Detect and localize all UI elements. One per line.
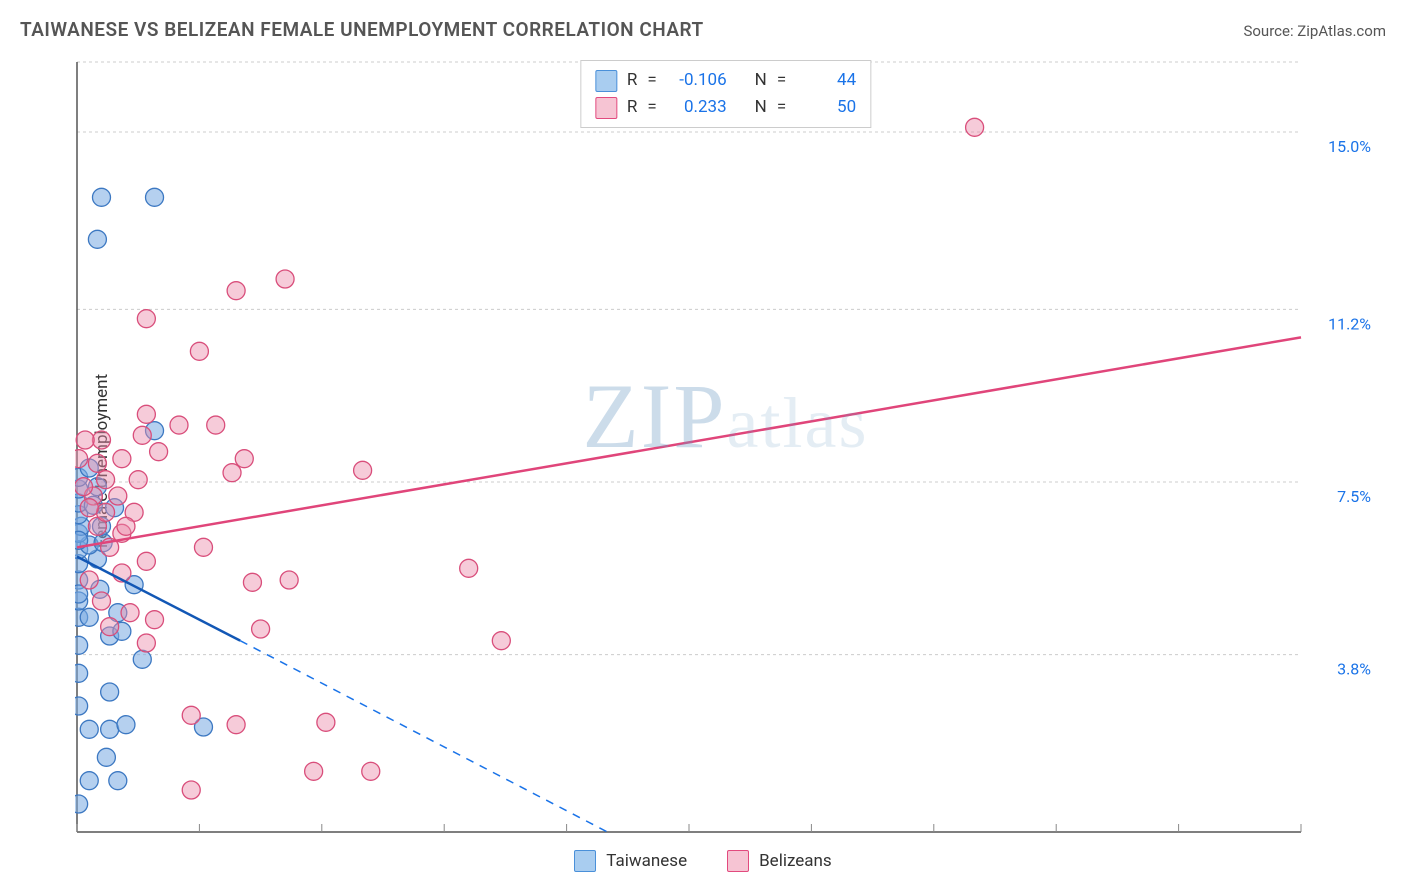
scatter-point-taiwanese [80,720,98,738]
plot-svg: 3.8%7.5%11.2%15.0%0.0%15.0% [75,60,1376,834]
scatter-point-belizeans [137,310,155,328]
r-label: R [627,94,637,121]
scatter-point-belizeans [170,416,188,434]
trend-line-dashed-taiwanese [240,641,607,832]
scatter-point-taiwanese [80,608,98,626]
scatter-point-belizeans [146,611,164,629]
y-tick-label: 7.5% [1337,487,1371,506]
scatter-point-belizeans [182,781,200,799]
scatter-point-belizeans [966,118,984,136]
scatter-point-belizeans [76,431,94,449]
scatter-point-belizeans [129,471,147,489]
r-label: R [627,67,637,94]
scatter-point-belizeans [243,573,261,591]
scatter-point-belizeans [235,450,253,468]
scatter-point-belizeans [113,450,131,468]
n-value-taiwanese: 44 [796,67,856,94]
scatter-point-belizeans [492,632,510,650]
scatter-point-belizeans [92,592,110,610]
chart-area: Female Unemployment 3.8%7.5%11.2%15.0%0.… [20,50,1386,872]
scatter-point-belizeans [305,762,323,780]
scatter-point-belizeans [280,571,298,589]
equals-icon: = [777,67,786,94]
n-value-belizeans: 50 [796,94,856,121]
scatter-point-belizeans [194,538,212,556]
swatch-taiwanese-icon [595,70,617,92]
scatter-point-belizeans [109,487,127,505]
equals-icon: = [647,67,656,94]
swatch-taiwanese-icon [574,850,596,872]
equals-icon: = [777,94,786,121]
n-label: N [755,94,767,121]
plot-area: 3.8%7.5%11.2%15.0%0.0%15.0% ZIPatlas R =… [75,60,1376,834]
scatter-point-belizeans [92,431,110,449]
scatter-point-belizeans [252,620,270,638]
scatter-point-belizeans [227,282,245,300]
scatter-point-taiwanese [92,188,110,206]
n-label: N [755,67,767,94]
trend-line-belizeans [77,337,1301,547]
scatter-point-belizeans [80,499,98,517]
scatter-point-belizeans [133,426,151,444]
scatter-point-belizeans [97,471,115,489]
scatter-point-belizeans [362,762,380,780]
scatter-point-taiwanese [75,636,88,654]
source-label: Source: ZipAtlas.com [1243,22,1386,40]
scatter-point-belizeans [207,416,225,434]
scatter-point-belizeans [75,478,93,496]
scatter-point-taiwanese [80,772,98,790]
scatter-point-belizeans [117,517,135,535]
scatter-point-belizeans [460,559,478,577]
scatter-point-belizeans [88,454,106,472]
scatter-point-taiwanese [117,716,135,734]
y-tick-label: 11.2% [1328,314,1371,333]
scatter-point-belizeans [190,342,208,360]
scatter-point-belizeans [317,713,335,731]
stats-row-belizeans: R = 0.233 N = 50 [595,94,856,121]
scatter-point-belizeans [75,450,88,468]
header: TAIWANESE VS BELIZEAN FEMALE UNEMPLOYMEN… [20,18,1386,41]
scatter-point-taiwanese [75,697,88,715]
equals-icon: = [647,94,656,121]
scatter-point-taiwanese [146,188,164,206]
y-tick-label: 3.8% [1337,660,1371,679]
scatter-point-taiwanese [101,683,119,701]
scatter-point-belizeans [150,443,168,461]
y-tick-label: 15.0% [1328,137,1371,156]
stats-row-taiwanese: R = -0.106 N = 44 [595,67,856,94]
r-value-taiwanese: -0.106 [667,67,727,94]
legend-item-belizeans: Belizeans [727,850,832,872]
scatter-point-belizeans [223,464,241,482]
scatter-point-belizeans [121,604,139,622]
scatter-point-taiwanese [109,772,127,790]
scatter-point-taiwanese [75,664,88,682]
swatch-belizeans-icon [727,850,749,872]
bottom-legend: Taiwanese Belizeans [20,850,1386,872]
scatter-point-belizeans [101,618,119,636]
legend-label-belizeans: Belizeans [759,851,832,871]
legend-label-taiwanese: Taiwanese [606,851,687,871]
scatter-point-taiwanese [75,795,88,813]
scatter-point-belizeans [137,634,155,652]
scatter-point-belizeans [276,270,294,288]
legend-item-taiwanese: Taiwanese [574,850,687,872]
stats-box: R = -0.106 N = 44 R = 0.233 N = 50 [580,60,871,128]
scatter-point-taiwanese [97,748,115,766]
scatter-point-taiwanese [133,650,151,668]
scatter-point-belizeans [137,552,155,570]
scatter-point-belizeans [354,461,372,479]
scatter-point-taiwanese [101,720,119,738]
chart-container: TAIWANESE VS BELIZEAN FEMALE UNEMPLOYMEN… [0,0,1406,892]
scatter-point-taiwanese [88,230,106,248]
scatter-point-belizeans [137,405,155,423]
scatter-point-belizeans [80,571,98,589]
scatter-point-belizeans [97,503,115,521]
chart-title: TAIWANESE VS BELIZEAN FEMALE UNEMPLOYMEN… [20,18,704,41]
scatter-point-belizeans [227,716,245,734]
scatter-point-belizeans [182,706,200,724]
swatch-belizeans-icon [595,97,617,119]
r-value-belizeans: 0.233 [667,94,727,121]
